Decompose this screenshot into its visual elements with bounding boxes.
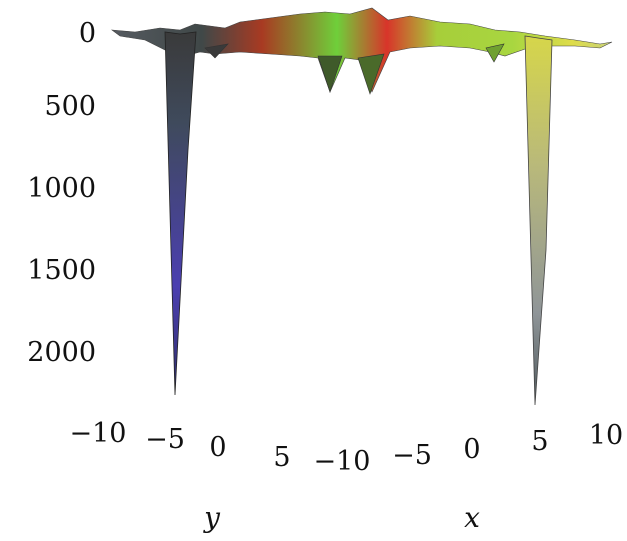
z-tick-label: 1000 bbox=[27, 173, 96, 204]
y-tick-label: −5 bbox=[145, 424, 185, 455]
middle-dip-1 bbox=[317, 55, 343, 93]
y-tick-label: 5 bbox=[273, 442, 290, 473]
x-axis: −10 −5 0 5 10 x bbox=[314, 420, 624, 534]
right-spike bbox=[524, 35, 553, 406]
surface-ridge bbox=[110, 7, 613, 93]
x-tick-label: 0 bbox=[463, 434, 480, 465]
z-axis: 0 500 1000 1500 2000 bbox=[27, 18, 96, 368]
x-tick-label: 5 bbox=[531, 426, 548, 457]
dip-small-left bbox=[204, 43, 229, 59]
y-tick-label: 0 bbox=[209, 432, 226, 463]
y-tick-label: −10 bbox=[70, 418, 127, 449]
y-axis-label: y bbox=[202, 501, 221, 534]
z-tick-label: 2000 bbox=[27, 337, 96, 368]
x-tick-label: −10 bbox=[314, 446, 371, 477]
x-axis-label: x bbox=[464, 501, 480, 534]
z-tick-label: 1500 bbox=[27, 255, 96, 286]
left-spike bbox=[164, 31, 197, 396]
z-tick-label: 500 bbox=[44, 91, 96, 122]
x-tick-label: 10 bbox=[589, 420, 623, 451]
x-tick-label: −5 bbox=[392, 440, 432, 471]
dip-small-right bbox=[485, 43, 505, 63]
z-tick-label: 0 bbox=[79, 18, 96, 49]
middle-dip-2 bbox=[357, 53, 385, 95]
y-axis: −10 −5 0 5 y bbox=[70, 418, 291, 534]
